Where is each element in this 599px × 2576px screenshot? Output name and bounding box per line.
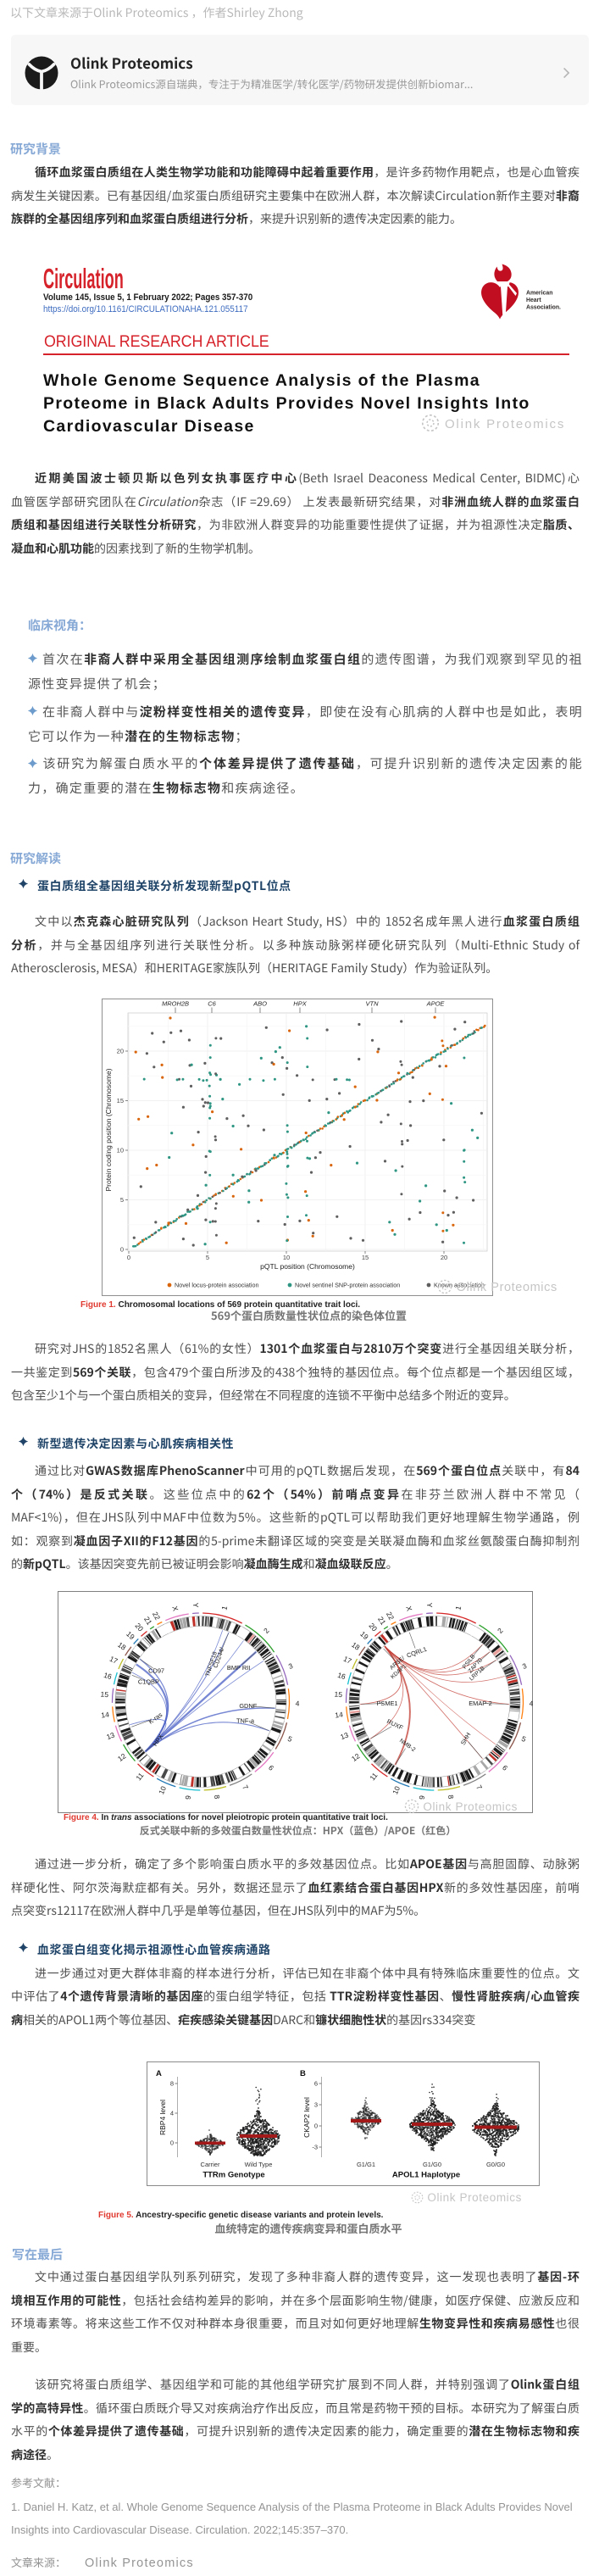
svg-text:Known association: Known association (434, 1282, 485, 1289)
svg-text:VTN: VTN (366, 1000, 380, 1008)
svg-text:CKAP2 level: CKAP2 level (302, 2097, 311, 2138)
svg-text:15: 15 (334, 1690, 342, 1700)
svg-text:8: 8 (446, 1794, 456, 1800)
svg-text:13: 13 (105, 1730, 116, 1741)
svg-text:7: 7 (474, 1783, 484, 1791)
svg-text:10: 10 (117, 1147, 124, 1154)
svg-text:14: 14 (335, 1710, 344, 1719)
svg-text:PSME1: PSME1 (376, 1700, 397, 1707)
svg-text:0: 0 (127, 1254, 130, 1261)
svg-text:C6: C6 (208, 1000, 216, 1008)
svg-text:3: 3 (521, 1661, 528, 1671)
svg-text:22: 22 (385, 1611, 396, 1622)
svg-text:APOE: APOE (426, 1000, 446, 1008)
svg-text:B: B (300, 2069, 306, 2078)
svg-text:4: 4 (170, 2110, 174, 2117)
svg-text:9: 9 (184, 1794, 193, 1800)
svg-text:-3: -3 (312, 2144, 318, 2151)
svg-text:15: 15 (362, 1254, 369, 1261)
svg-text:10: 10 (283, 1254, 290, 1261)
svg-text:TTRm Genotype: TTRm Genotype (202, 2171, 264, 2180)
svg-text:CD97: CD97 (148, 1666, 164, 1674)
svg-text:G1/G0: G1/G0 (423, 2161, 441, 2168)
svg-text:Carrier: Carrier (201, 2161, 220, 2168)
svg-text:1: 1 (219, 1605, 229, 1611)
svg-text:6: 6 (267, 1763, 276, 1772)
svg-text:Heart: Heart (526, 298, 541, 303)
svg-text:TNF-a: TNF-a (236, 1716, 255, 1724)
svg-text:Novel sentinel SNP-protein ass: Novel sentinel SNP-protein association (295, 1282, 400, 1289)
svg-text:22: 22 (151, 1611, 162, 1622)
svg-text:2: 2 (496, 1626, 505, 1634)
svg-text:MROH2B: MROH2B (162, 1000, 189, 1008)
svg-text:RBP4 level: RBP4 level (158, 2100, 167, 2135)
svg-text:Association.: Association. (526, 305, 561, 311)
svg-text:0: 0 (120, 1246, 124, 1254)
svg-text:Protein coding position (Chrom: Protein coding position (Chromosome) (104, 1068, 113, 1191)
svg-text:16: 16 (103, 1671, 113, 1681)
svg-text:0: 0 (170, 2139, 174, 2147)
svg-text:Wild Type: Wild Type (245, 2161, 273, 2168)
svg-text:17: 17 (342, 1655, 353, 1666)
svg-text:American: American (526, 291, 552, 297)
svg-text:GDNF: GDNF (239, 1702, 257, 1710)
svg-text:2: 2 (262, 1626, 271, 1634)
svg-text:6: 6 (501, 1763, 510, 1772)
svg-text:17: 17 (108, 1655, 119, 1666)
svg-text:0: 0 (314, 2123, 318, 2130)
svg-text:3: 3 (314, 2101, 318, 2109)
svg-text:8: 8 (170, 2080, 174, 2088)
svg-text:X: X (404, 1605, 413, 1612)
svg-text:G1/G1: G1/G1 (357, 2161, 375, 2168)
svg-text:7: 7 (241, 1783, 250, 1791)
svg-text:APOL1 Haplotype: APOL1 Haplotype (392, 2171, 460, 2180)
svg-text:16: 16 (336, 1671, 347, 1681)
svg-text:EMAP-2: EMAP-2 (469, 1700, 492, 1707)
svg-text:5: 5 (520, 1734, 528, 1744)
svg-text:9: 9 (418, 1794, 427, 1800)
svg-text:15: 15 (100, 1690, 108, 1700)
svg-text:3: 3 (287, 1661, 294, 1671)
svg-text:ABO: ABO (252, 1000, 267, 1008)
svg-text:10: 10 (391, 1784, 402, 1795)
svg-text:6: 6 (314, 2080, 318, 2088)
svg-text:4: 4 (530, 1700, 533, 1708)
svg-text:15: 15 (117, 1097, 124, 1104)
svg-text:X: X (170, 1605, 180, 1612)
svg-text:C1QBP: C1QBP (138, 1677, 159, 1685)
svg-text:pQTL position (Chromosome): pQTL position (Chromosome) (260, 1262, 355, 1271)
svg-text:A: A (156, 2069, 162, 2078)
svg-text:20: 20 (117, 1048, 124, 1055)
svg-text:14: 14 (101, 1710, 110, 1719)
svg-text:4: 4 (296, 1700, 300, 1708)
svg-text:BMP RII: BMP RII (227, 1664, 250, 1672)
svg-text:Novel locus-protein associatio: Novel locus-protein association (175, 1282, 258, 1289)
svg-text:Y: Y (425, 1603, 434, 1609)
svg-text:Y: Y (191, 1603, 200, 1609)
svg-text:5: 5 (120, 1196, 124, 1204)
svg-text:HPX: HPX (293, 1000, 307, 1008)
svg-text:5: 5 (286, 1734, 294, 1744)
svg-text:10: 10 (157, 1784, 168, 1795)
svg-text:G0/G0: G0/G0 (486, 2161, 505, 2168)
svg-text:20: 20 (441, 1254, 447, 1261)
svg-text:5: 5 (206, 1254, 209, 1261)
svg-text:1: 1 (453, 1605, 463, 1611)
svg-text:8: 8 (213, 1794, 222, 1800)
svg-text:13: 13 (339, 1730, 350, 1741)
